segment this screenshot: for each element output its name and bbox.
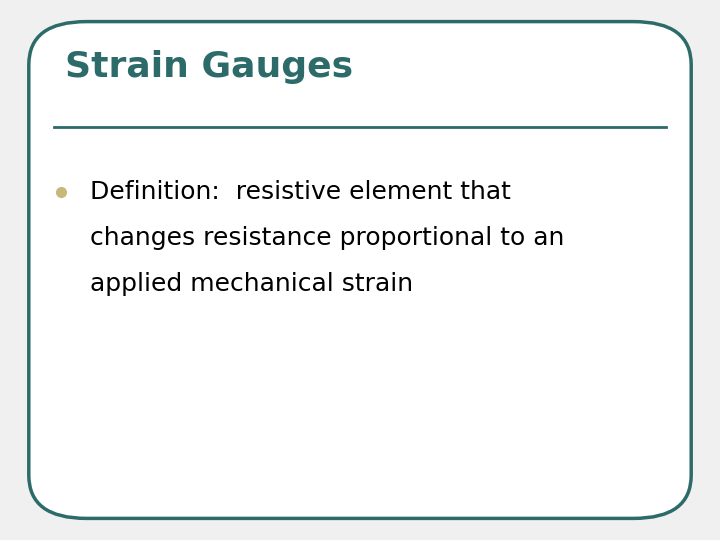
FancyBboxPatch shape bbox=[29, 22, 691, 518]
Text: changes resistance proportional to an: changes resistance proportional to an bbox=[90, 226, 564, 249]
Text: Strain Gauges: Strain Gauges bbox=[65, 50, 353, 84]
Text: applied mechanical strain: applied mechanical strain bbox=[90, 272, 413, 295]
Text: Definition:  resistive element that: Definition: resistive element that bbox=[90, 180, 511, 204]
